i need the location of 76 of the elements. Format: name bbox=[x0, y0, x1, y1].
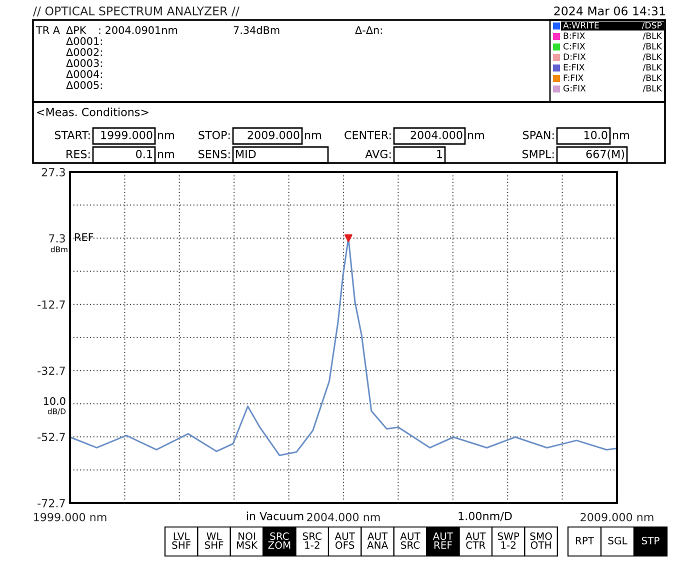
text: SRC 1-2 bbox=[302, 532, 322, 549]
text: 1 bbox=[437, 150, 442, 158]
text: B:FIX bbox=[564, 32, 585, 39]
text: Δ0003: bbox=[66, 59, 102, 68]
text: 2004.000 bbox=[410, 130, 462, 140]
text: 1999.000 bbox=[101, 130, 152, 140]
text: SRC ZOM bbox=[268, 532, 290, 549]
x-tick-label: 2009.000 nm bbox=[580, 512, 654, 522]
text: AUT CTR bbox=[466, 532, 486, 549]
text: nm bbox=[158, 132, 174, 140]
x-tick-label: 1999.000 nm bbox=[34, 512, 106, 522]
text: STOP: bbox=[198, 130, 230, 140]
text: RES: bbox=[66, 150, 90, 158]
text: Δ0005: bbox=[66, 81, 102, 90]
text: SGL bbox=[608, 536, 628, 544]
text: CENTER: bbox=[344, 130, 391, 140]
text: ΔPK bbox=[66, 26, 86, 34]
text: AUT SRC bbox=[400, 532, 420, 549]
text: SPAN: bbox=[523, 130, 554, 140]
text: 1.00nm/D bbox=[458, 512, 512, 522]
text: nm bbox=[305, 132, 321, 140]
text: /BLK bbox=[642, 32, 662, 40]
text: Δ-Δn: bbox=[355, 26, 382, 34]
text: STP bbox=[642, 536, 660, 544]
text: LVL SHF bbox=[172, 532, 191, 549]
text: SMO OTH bbox=[530, 532, 552, 549]
y-tick-label: 7.3 bbox=[49, 234, 65, 243]
text: 2024 Mar 06 14:31 bbox=[554, 6, 665, 16]
text: SMPL: bbox=[522, 150, 554, 158]
text: <Meas. Conditions> bbox=[37, 108, 148, 116]
text: Δ0001: bbox=[66, 37, 102, 46]
text: AUT REF bbox=[432, 532, 454, 549]
text: A:WRITE bbox=[563, 22, 599, 28]
text: /BLK bbox=[642, 64, 662, 72]
text: nm bbox=[468, 132, 484, 140]
text: /BLK bbox=[642, 85, 662, 92]
text: WL SHF bbox=[204, 532, 224, 549]
text: SWP 1-2 bbox=[498, 532, 520, 549]
y-tick-label: 27.3 bbox=[42, 168, 65, 176]
text: START: bbox=[54, 130, 90, 140]
text: 10.0 bbox=[584, 130, 608, 140]
text: 10.0 bbox=[44, 397, 66, 406]
text: TR A bbox=[36, 26, 60, 34]
y-tick-label: -72.7 bbox=[38, 498, 65, 508]
text: AUT ANA bbox=[367, 532, 388, 549]
text: D:FIX bbox=[564, 54, 586, 60]
y-tick-label: -12.7 bbox=[38, 300, 65, 309]
text: /BLK bbox=[642, 54, 662, 61]
text: nm bbox=[613, 132, 629, 140]
text: C:FIX bbox=[563, 42, 586, 50]
text: G:FIX bbox=[563, 84, 586, 92]
text: : 2004.0901nm bbox=[99, 26, 178, 34]
annotation: REF bbox=[75, 233, 94, 241]
text: MID bbox=[236, 150, 256, 158]
y-tick-label: -32.7 bbox=[38, 366, 65, 375]
text: /DSP bbox=[642, 22, 662, 30]
text: in Vacuum bbox=[246, 512, 304, 520]
text: Δ0002: bbox=[66, 48, 102, 56]
text: nm bbox=[158, 152, 174, 158]
text: 7.34dBm bbox=[234, 26, 280, 34]
text: 2009.000 bbox=[248, 130, 300, 140]
text: AUT OFS bbox=[334, 532, 356, 549]
text: RPT bbox=[576, 536, 594, 544]
text: SENS: bbox=[198, 150, 230, 158]
chart-title: // OPTICAL SPECTRUM ANALYZER // bbox=[33, 6, 240, 16]
text: F:FIX bbox=[564, 74, 584, 81]
text: E:FIX bbox=[564, 64, 584, 70]
text: /BLK bbox=[642, 74, 662, 82]
text: /BLK bbox=[642, 43, 662, 50]
text: AVG: bbox=[365, 150, 391, 158]
text: 0.1 bbox=[136, 150, 152, 158]
x-tick-label: 2004.000 nm bbox=[307, 512, 380, 522]
text: 667(M) bbox=[586, 150, 624, 160]
text: Δ0004: bbox=[66, 70, 102, 78]
text: NOI MSK bbox=[236, 532, 258, 549]
y-tick-label: -52.7 bbox=[38, 432, 65, 442]
